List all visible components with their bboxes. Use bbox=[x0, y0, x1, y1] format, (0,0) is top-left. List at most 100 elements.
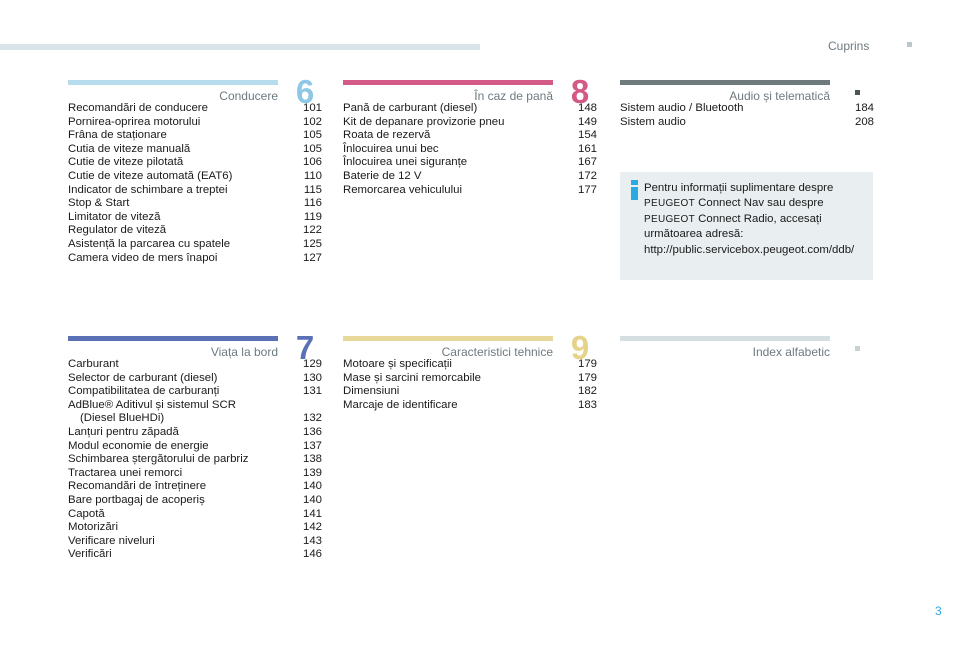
toc-entry[interactable]: AdBlue® Aditivul și sistemul SCR (Diesel … bbox=[68, 399, 322, 426]
toc-entry-page: 139 bbox=[302, 466, 322, 479]
toc-entry-page: 125 bbox=[302, 237, 322, 250]
toc-entry-page: 179 bbox=[577, 371, 597, 384]
toc-entry[interactable]: Regulator de viteză 122 bbox=[68, 224, 322, 238]
toc-entry[interactable]: Carburant 129 bbox=[68, 358, 322, 372]
info-line: Connect Nav sau despre bbox=[695, 197, 824, 210]
toc-entry[interactable]: Cutie de viteze automată (EAT6) 110 bbox=[68, 170, 322, 184]
toc-entry[interactable]: Pană de carburant (diesel) 148 bbox=[343, 102, 597, 116]
toc-entry-page: 142 bbox=[302, 521, 322, 534]
toc-entry-page: 177 bbox=[577, 183, 597, 196]
toc-entry[interactable]: Capotă 141 bbox=[68, 508, 322, 522]
toc-entry[interactable]: Lanțuri pentru zăpadă 136 bbox=[68, 426, 322, 440]
toc-list: Motoare și specificații 179 Mase și sarcin… bbox=[343, 358, 597, 412]
page-number: 3 bbox=[935, 604, 942, 618]
toc-entry[interactable]: Kit de depanare provizorie pneu 149 bbox=[343, 116, 597, 130]
toc-entry-label-line: Kit de depanare provizorie pneu bbox=[343, 115, 505, 128]
toc-entry-label-line: Pornirea-oprirea motorului bbox=[68, 115, 201, 128]
toc-entry-label: Camera video de mers înapoi bbox=[68, 252, 286, 266]
toc-entry[interactable]: Tractarea unei remorci 139 bbox=[68, 467, 322, 481]
toc-entry-label: Cutie de viteze automată (EAT6) bbox=[68, 170, 286, 184]
section-number: 6 bbox=[295, 73, 315, 110]
toc-entry-page: 116 bbox=[303, 197, 322, 210]
toc-entry-page: 105 bbox=[302, 129, 322, 142]
toc-entry-page: 179 bbox=[577, 358, 597, 370]
toc-entry[interactable]: Asistență la parcarea cu spatele 125 bbox=[68, 238, 322, 252]
info-line: Connect Radio, accesați bbox=[695, 212, 822, 225]
toc-entry-label: Dimensiuni bbox=[343, 385, 561, 399]
toc-entry[interactable]: Baterie de 12 V 172 bbox=[343, 170, 597, 184]
toc-entry[interactable]: Înlocuirea unui bec 161 bbox=[343, 143, 597, 157]
toc-entry[interactable]: Remorcarea vehiculului 177 bbox=[343, 184, 597, 198]
toc-entry-page: 161 bbox=[577, 142, 597, 155]
toc-entry-label-line: Regulator de viteză bbox=[68, 224, 167, 237]
toc-entry[interactable]: Schimbarea ștergătorului de parbriz 138 bbox=[68, 453, 322, 467]
toc-entry[interactable]: Recomandări de întreținere 140 bbox=[68, 480, 322, 494]
toc-entry[interactable]: Înlocuirea unei siguranțe 167 bbox=[343, 156, 597, 170]
toc-entry-label-line: Verificare niveluri bbox=[68, 534, 155, 547]
toc-entry[interactable]: Motorizări 142 bbox=[68, 521, 322, 535]
section-number: 7 bbox=[295, 329, 315, 366]
section-title: Audio și telematică bbox=[729, 89, 830, 103]
toc-entry[interactable]: Sistem audio / Bluetooth 184 bbox=[620, 102, 874, 116]
toc-entry-label: Stop & Start bbox=[68, 197, 286, 211]
toc-entry-label-line: Înlocuirea unui bec bbox=[343, 142, 439, 155]
toc-entry[interactable]: Indicator de schimbare a treptei 115 bbox=[68, 184, 322, 198]
toc-entry[interactable]: Mase și sarcini remorcabile 179 bbox=[343, 372, 597, 386]
toc-entry-label-line: Cutie de viteze automată (EAT6) bbox=[68, 169, 233, 182]
toc-entry-page: 122 bbox=[302, 224, 322, 237]
toc-entry[interactable]: Frâna de staționare 105 bbox=[68, 129, 322, 143]
toc-entry-page: 167 bbox=[577, 156, 597, 169]
toc-entry-label: Roata de rezervă bbox=[343, 129, 561, 143]
toc-entry[interactable]: Cutie de viteze pilotată 106 bbox=[68, 156, 322, 170]
toc-entry-label: Mase și sarcini remorcabile bbox=[343, 372, 561, 386]
toc-entry-label: Schimbarea ștergătorului de parbriz bbox=[68, 453, 286, 467]
toc-entry-label-line: Camera video de mers înapoi bbox=[68, 251, 218, 264]
toc-entry-label: Lanțuri pentru zăpadă bbox=[68, 426, 286, 440]
toc-entry[interactable]: Verificare niveluri 143 bbox=[68, 535, 322, 549]
toc-entry-label-line: Verificări bbox=[68, 548, 112, 561]
toc-entry[interactable]: Motoare și specificații 179 bbox=[343, 358, 597, 372]
toc-entry-label-line: Marcaje de identificare bbox=[343, 398, 458, 411]
toc-list: Pană de carburant (diesel) 148 Kit de depa… bbox=[343, 102, 597, 197]
toc-entry[interactable]: Dimensiuni 182 bbox=[343, 385, 597, 399]
toc-entry[interactable]: Marcaje de identificare 183 bbox=[343, 399, 597, 413]
toc-entry-label: Motoare și specificații bbox=[343, 358, 561, 372]
toc-entry-label: Tractarea unei remorci bbox=[68, 467, 286, 481]
toc-entry-label: Regulator de viteză bbox=[68, 224, 286, 238]
toc-entry[interactable]: Roata de rezervă 154 bbox=[343, 129, 597, 143]
toc-entry-label-line: Remorcarea vehiculului bbox=[343, 183, 463, 196]
toc-list: Sistem audio / Bluetooth 184 Sistem audio 2… bbox=[620, 102, 874, 129]
toc-entry-label: Înlocuirea unei siguranțe bbox=[343, 156, 561, 170]
toc-entry[interactable]: Pornirea-oprirea motorului 102 bbox=[68, 116, 322, 130]
toc-entry[interactable]: Cutia de viteze manuală 105 bbox=[68, 143, 322, 157]
header-bar bbox=[0, 44, 480, 50]
toc-entry-label: Indicator de schimbare a treptei bbox=[68, 184, 286, 198]
toc-entry[interactable]: Stop & Start 116 bbox=[68, 197, 322, 211]
toc-entry-page: 148 bbox=[577, 102, 597, 114]
info-url[interactable]: http://public.servicebox.peugeot.com/ddb… bbox=[644, 243, 855, 256]
toc-entry-label-line: Sistem audio / Bluetooth bbox=[620, 102, 744, 114]
toc-entry-label-line: (Diesel BlueHDi) bbox=[80, 412, 165, 425]
toc-entry-page: 137 bbox=[302, 439, 322, 452]
toc-entry[interactable]: Modul economie de energie 137 bbox=[68, 440, 322, 454]
toc-entry-label: Cutie de viteze pilotată bbox=[68, 156, 286, 170]
toc-entry[interactable]: Verificări 146 bbox=[68, 548, 322, 562]
section-number: 9 bbox=[570, 329, 590, 366]
toc-entry[interactable]: Selector de carburant (diesel) 130 bbox=[68, 372, 322, 386]
toc-entry[interactable]: Limitator de viteză 119 bbox=[68, 211, 322, 225]
toc-entry-page: 184 bbox=[854, 102, 874, 114]
section-title: Index alfabetic bbox=[752, 345, 830, 359]
toc-entry-label: Recomandări de întreținere bbox=[68, 480, 286, 494]
toc-entry-label-line: Sistem audio bbox=[620, 115, 686, 128]
toc-entry[interactable]: Sistem audio 208 bbox=[620, 116, 874, 130]
toc-entry[interactable]: Camera video de mers înapoi 127 bbox=[68, 252, 322, 266]
toc-entry-label: Kit de depanare provizorie pneu bbox=[343, 116, 561, 130]
toc-entry-label: Motorizări bbox=[68, 521, 286, 535]
info-icon bbox=[630, 180, 639, 200]
toc-entry[interactable]: Bare portbagaj de acoperiș 140 bbox=[68, 494, 322, 508]
toc-entry-label-line: Tractarea unei remorci bbox=[68, 466, 183, 479]
toc-entry[interactable]: Compatibilitatea de carburanți 131 bbox=[68, 385, 322, 399]
toc-entry-label: Compatibilitatea de carburanți bbox=[68, 385, 286, 399]
section-title: Viața la bord bbox=[210, 345, 278, 359]
toc-entry[interactable]: Recomandări de conducere 101 bbox=[68, 102, 322, 116]
